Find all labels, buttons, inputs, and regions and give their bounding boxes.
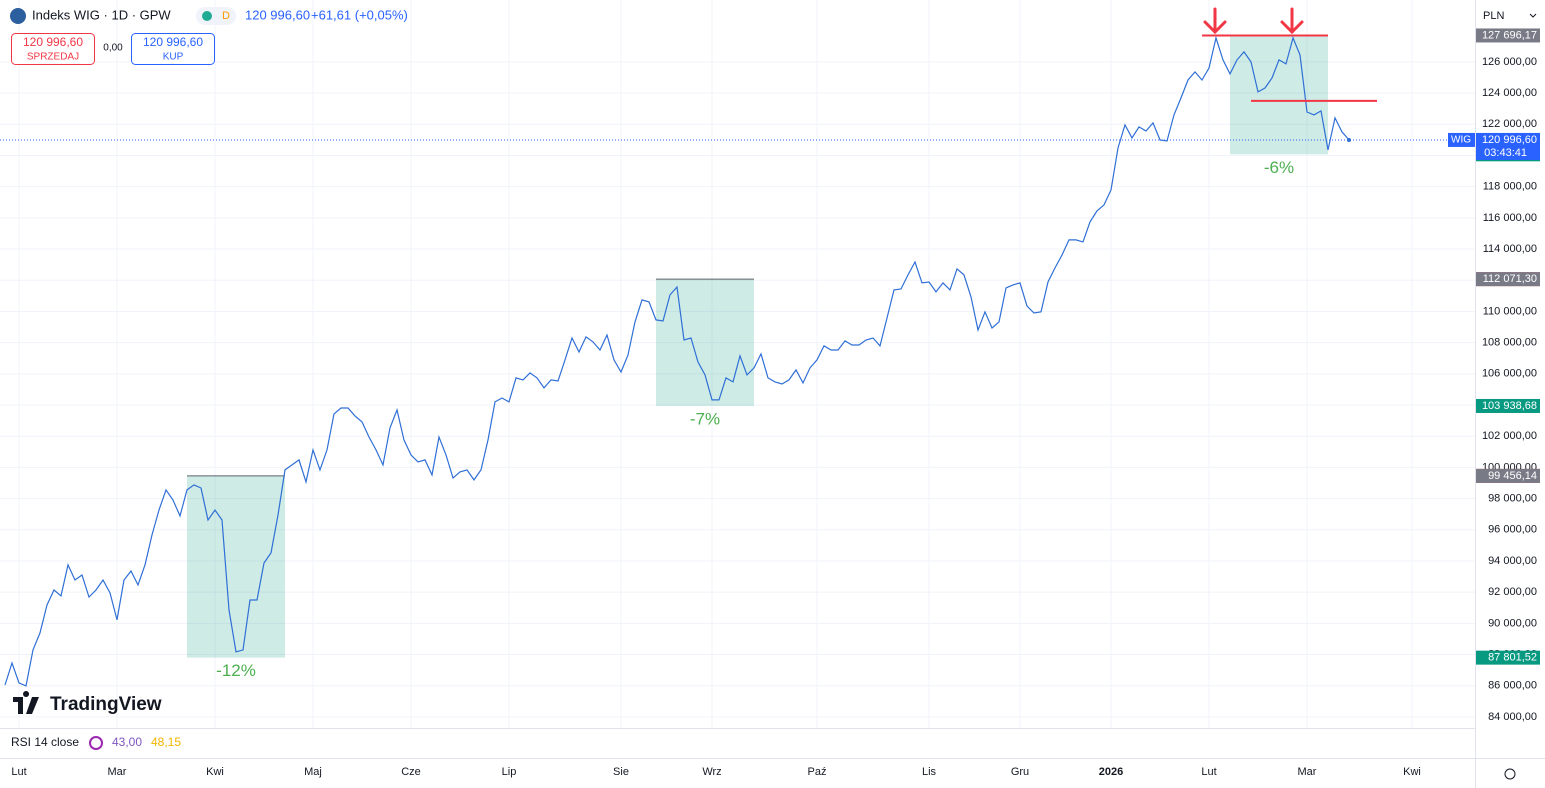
range-box (656, 279, 754, 406)
arrow (1280, 7, 1304, 35)
y-tick-label: 108 000,00 (1482, 337, 1537, 349)
y-tick-label: 96 000,00 (1488, 524, 1537, 536)
indicator-icon[interactable] (89, 736, 103, 750)
price-badge (1476, 650, 1540, 665)
plot: -12% -7% -6% (0, 34, 1475, 687)
y-tick-label: 118 000,00 (1483, 181, 1537, 193)
y-tick-label: 122 000,00 (1482, 118, 1537, 130)
sell-label: SPRZEDAJ (27, 52, 79, 63)
y-tick-label: 110 000,00 (1483, 305, 1537, 317)
logo-mark (13, 691, 39, 714)
x-tick-label: Mar (108, 766, 127, 778)
range-label: -12% (216, 661, 256, 680)
y-tick-label: 114 000,00 (1483, 243, 1537, 255)
x-tick-label: Sie (613, 766, 629, 778)
y-tick-label: 116 000,00 (1483, 212, 1537, 224)
currency-select[interactable] (1478, 4, 1540, 28)
price-badge (1476, 272, 1540, 287)
arrow (1203, 7, 1227, 35)
x-tick-label: Wrz (702, 766, 721, 778)
price-badge-label: 87 801,52 (1488, 652, 1537, 664)
x-tick-label: Lip (502, 766, 517, 778)
buy-button[interactable] (131, 33, 215, 65)
price-badge-label: 103 938,68 (1482, 400, 1537, 412)
range-box (187, 475, 285, 658)
price-badge (1476, 398, 1540, 413)
logo-text: TradingView (50, 694, 162, 715)
buy-price: 120 996,60 (143, 35, 203, 49)
x-tick-label: Lis (922, 766, 937, 778)
grid (0, 0, 1475, 728)
rsi-ma-value: 48,15 (151, 735, 181, 749)
arrows (1203, 7, 1304, 35)
rsi-value: 43,00 (112, 735, 142, 749)
x-tick-label: 2026 (1099, 766, 1123, 778)
y-tick-label: 106 000,00 (1482, 368, 1537, 380)
y-tick-label: 102 000,00 (1482, 430, 1537, 442)
y-tick-label: 126 000,00 (1482, 56, 1537, 68)
sell-price: 120 996,60 (23, 35, 83, 49)
price-badge-label: 112 071,30 (1483, 273, 1537, 285)
symbol-tag-label: WIG (1451, 135, 1471, 146)
header-change: +61,61 (+0,05%) (311, 7, 408, 22)
header-price: 120 996,60 (245, 7, 310, 22)
y-tick-label: 86 000,00 (1488, 680, 1537, 692)
countdown: 03:43:41 (1484, 147, 1527, 159)
currency: PLN (1483, 10, 1504, 22)
y-tick-label: 94 000,00 (1488, 555, 1537, 567)
settings-icon[interactable] (1504, 768, 1516, 780)
x-tick-label: Lut (11, 766, 26, 778)
x-tick-label: Kwi (206, 766, 224, 778)
range-label: -6% (1264, 158, 1294, 177)
symbol-icon (10, 8, 26, 24)
delay-badge: D (222, 10, 230, 22)
dropdown-caret (1529, 13, 1537, 18)
symbol-title: Indeks WIG · 1D · GPW (32, 7, 171, 22)
x-tick-label: Cze (401, 766, 421, 778)
x-tick-label: Maj (304, 766, 322, 778)
status-dot (202, 11, 212, 21)
price-line (4, 35, 1350, 687)
x-tick-label: Paź (808, 766, 827, 778)
price-badge-label: 99 456,14 (1488, 470, 1537, 482)
y-tick-label: 90 000,00 (1488, 617, 1537, 629)
x-tick-label: Gru (1011, 766, 1029, 778)
x-tick-label: Mar (1298, 766, 1317, 778)
y-tick-label: 92 000,00 (1488, 586, 1537, 598)
last-price-badge (1476, 132, 1540, 160)
x-tick-label: Lut (1201, 766, 1216, 778)
range-label: -7% (690, 409, 720, 428)
symbol-tag (1448, 132, 1475, 147)
y-tick-label: 98 000,00 (1488, 492, 1537, 504)
buy-label: KUP (163, 52, 184, 63)
last-point (1347, 137, 1351, 142)
last-price-label: 120 996,60 (1482, 134, 1537, 146)
price-badge (1476, 28, 1540, 43)
y-tick-label: 84 000,00 (1488, 711, 1537, 723)
price-badge (1476, 468, 1540, 483)
y-tick-label: 124 000,00 (1482, 87, 1537, 99)
x-tick-label: Kwi (1403, 766, 1421, 778)
sell-button[interactable] (11, 33, 95, 65)
indicator-name: RSI 14 close (11, 735, 79, 749)
spread: 0,00 (103, 43, 123, 54)
price-badge-label: 127 696,17 (1482, 29, 1537, 41)
